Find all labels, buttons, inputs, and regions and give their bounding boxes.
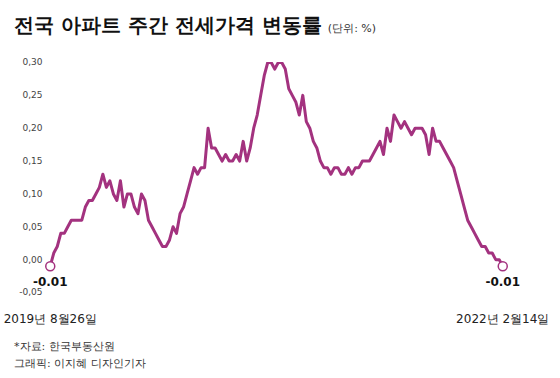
svg-text:-0.01: -0.01: [485, 275, 520, 289]
svg-text:-0.01: -0.01: [33, 275, 68, 289]
svg-text:0,05: 0,05: [22, 222, 42, 232]
svg-text:0,10: 0,10: [22, 189, 42, 199]
svg-text:2022년 2월14일: 2022년 2월14일: [456, 312, 549, 326]
html-text:그래픽: 이지혜 디자인기자: 그래픽: 이지혜 디자인기자: [14, 357, 146, 370]
svg-text:0,30: 0,30: [22, 57, 42, 67]
svg-text:-0,05: -0,05: [19, 287, 43, 298]
svg-text:0,25: 0,25: [22, 90, 42, 100]
html-text:전국 아파트 주간 전세가격 변동률 (단위: %): 전국 아파트 주간 전세가격 변동률 (단위: %): [14, 13, 377, 37]
html-text:*자료: 한국부동산원: *자료: 한국부동산원: [14, 340, 115, 353]
svg-text:2019년 8월26일: 2019년 8월26일: [4, 312, 97, 326]
svg-text:0,20: 0,20: [22, 123, 42, 133]
svg-text:0,15: 0,15: [22, 156, 42, 166]
svg-text:0,00: 0,00: [22, 255, 42, 265]
